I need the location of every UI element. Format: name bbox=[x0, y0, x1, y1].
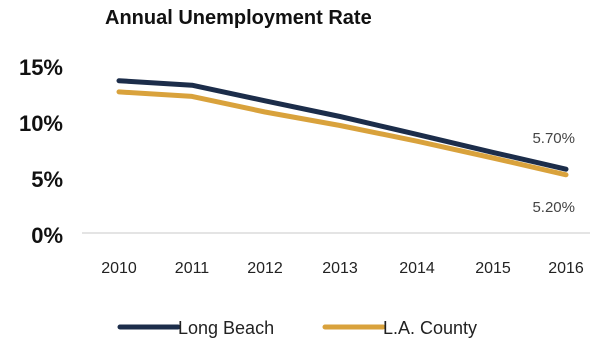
legend: Long Beach L.A. County bbox=[117, 318, 477, 338]
y-tick-label: 15% bbox=[19, 55, 63, 80]
legend-label-long-beach: Long Beach bbox=[178, 318, 274, 338]
x-tick-label: 2012 bbox=[247, 260, 283, 277]
data-label-long-beach-2016: 5.70% bbox=[532, 130, 575, 147]
x-tick-label: 2015 bbox=[475, 260, 511, 277]
x-tick-label: 2011 bbox=[175, 260, 210, 277]
chart-title: Annual Unemployment Rate bbox=[105, 7, 372, 29]
series-line-long-beach bbox=[116, 78, 569, 172]
legend-label-la-county: L.A. County bbox=[383, 318, 477, 338]
x-tick-label: 2014 bbox=[399, 260, 435, 277]
x-tick-label: 2010 bbox=[101, 260, 137, 277]
x-axis: 2010 2011 2012 2013 2014 2015 2016 bbox=[101, 260, 584, 277]
series-line-l-a-county bbox=[116, 89, 569, 178]
y-tick-label: 10% bbox=[19, 111, 63, 136]
data-label-la-county-2016: 5.20% bbox=[532, 199, 575, 216]
y-axis: 0% 5% 10% 15% bbox=[19, 55, 63, 248]
y-tick-label: 5% bbox=[31, 167, 63, 192]
x-tick-label: 2016 bbox=[548, 260, 584, 277]
y-tick-label: 0% bbox=[31, 223, 63, 248]
series-layer bbox=[116, 78, 569, 178]
x-tick-label: 2013 bbox=[322, 260, 358, 277]
